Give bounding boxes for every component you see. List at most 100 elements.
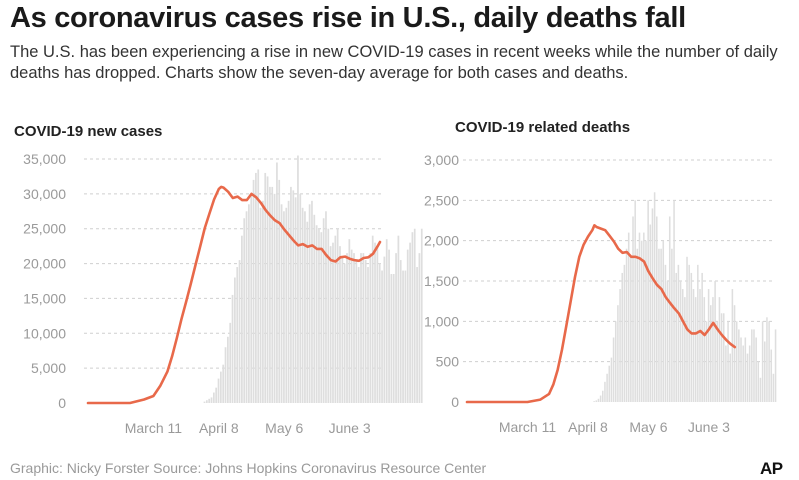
deaths-bar [684,297,686,402]
deaths-bar [632,216,634,402]
deaths-bar [636,248,639,402]
cases-bar [357,267,360,403]
deaths-bar [668,216,671,402]
deaths-bar [710,305,712,402]
deaths-bar [617,305,619,402]
cases-bar [259,207,262,403]
cases-bar [416,267,418,403]
cases-bar [395,253,397,403]
cases-bar [381,270,383,403]
cases-bar [318,228,320,403]
cases-xtick-label: May 6 [265,420,303,436]
deaths-bar [733,305,736,402]
deaths-bar [718,297,721,402]
deaths-bar [660,248,662,402]
deaths-bar [679,281,682,402]
cases-bar [388,249,390,403]
cases-bar [390,274,393,403]
deaths-bar [759,377,762,402]
cases-xtick-label: March 11 [125,420,183,436]
cases-chart-title: COVID-19 new cases [14,123,162,140]
cases-bar [264,172,267,403]
deaths-bar [599,395,602,402]
deaths-bar [764,341,766,402]
cases-bar [362,253,365,403]
cases-bar [266,176,269,403]
deaths-bar [725,345,727,402]
deaths-bar [666,281,669,402]
cases-bar [346,253,348,403]
deaths-bar [595,400,598,402]
cases-bar [215,387,218,403]
cases-bar [278,179,281,403]
cases-bar [273,193,276,403]
deaths-bar [757,361,760,402]
cases-bar [208,398,211,403]
cases-bar [269,186,271,403]
deaths-bar [742,345,744,402]
cases-ytick-label: 35,000 [23,151,66,167]
deaths-ytick-label: 1,500 [424,273,459,289]
deaths-bar [597,398,600,402]
deaths-ytick-label: 500 [436,354,460,370]
deaths-bar [638,232,641,402]
cases-bar [241,235,243,403]
cases-bar [409,242,411,403]
deaths-bar [701,272,703,402]
cases-bar [313,214,316,403]
cases-bar [311,200,313,403]
deaths-bar [729,353,731,402]
deaths-bar [608,365,611,402]
deaths-bar [748,345,751,402]
deaths-bar [630,256,632,402]
deaths-bar [727,321,729,402]
deaths-bar [690,272,693,402]
deaths-bar [716,321,719,402]
deaths-bar [671,248,673,402]
cases-bar [420,228,423,403]
cases-bar [252,179,255,403]
deaths-bar [619,289,621,402]
deaths-bar [614,321,617,402]
deaths-bar [604,381,606,402]
cases-average-line [86,185,382,405]
deaths-bar [705,321,708,402]
cases-bar [243,218,246,403]
cases-bar [210,397,213,403]
cases-ytick-label: 30,000 [23,186,66,202]
deaths-bar [634,200,636,402]
cases-bar [238,260,241,403]
cases-bar [353,253,355,403]
deaths-bar [768,321,770,402]
deaths-bar [656,216,658,402]
deaths-ytick-label: 2,500 [424,192,459,208]
deaths-bar [643,232,645,402]
deaths-bar [699,289,701,402]
deaths-bar [740,337,742,402]
cases-bar [339,246,341,403]
cases-bar [248,204,250,403]
deaths-bar [755,337,757,402]
cases-bar [285,207,288,403]
deaths-bar [681,289,684,402]
cases-bar [376,246,379,403]
cases-bar [418,253,421,403]
deaths-bar [744,337,747,402]
dek-text: The U.S. has been experiencing a rise in… [10,43,778,82]
deaths-bar [761,321,764,402]
cases-bar [262,200,264,403]
cases-bar [301,207,304,403]
cases-ytick-label: 0 [58,395,66,411]
deaths-bar [694,297,697,402]
deaths-bar [753,329,755,402]
deaths-bar [627,232,630,402]
deaths-bar [677,264,680,402]
cases-xtick-label: April 8 [199,420,239,436]
headline: As coronavirus cases rise in U.S., daily… [10,2,686,34]
deaths-bar [647,200,649,402]
cases-bar [406,249,409,403]
cases-ytick-label: 10,000 [23,325,66,341]
cases-bar [392,274,395,403]
cases-bar [383,256,386,403]
cases-bar [212,392,215,403]
